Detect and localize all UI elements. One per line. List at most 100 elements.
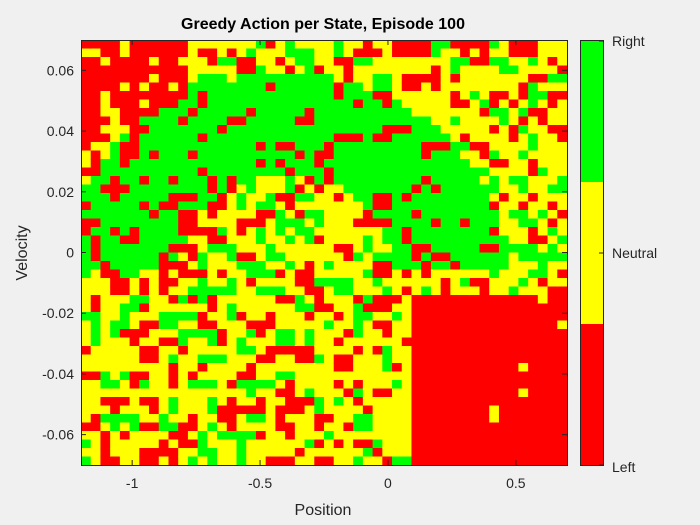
heatmap-cell [489, 286, 500, 296]
heatmap-cell [275, 193, 286, 203]
heatmap-cell [158, 244, 170, 254]
heatmap-cell [450, 235, 461, 245]
heatmap-cell [314, 125, 325, 135]
heatmap-cell [508, 303, 519, 313]
heatmap-cell [343, 380, 354, 390]
heatmap-cell [333, 380, 345, 390]
heatmap-cell [547, 99, 558, 109]
heatmap-cell [236, 380, 247, 390]
heatmap-cell [440, 57, 451, 67]
heatmap-cell [265, 388, 276, 398]
heatmap-cell [265, 116, 276, 126]
heatmap-cell [372, 167, 383, 177]
heatmap-cell [421, 210, 432, 220]
heatmap-cell [324, 269, 335, 279]
heatmap-cell [372, 82, 383, 92]
heatmap-cell [372, 40, 383, 50]
heatmap-cell [226, 320, 238, 330]
heatmap-cell [528, 201, 539, 211]
heatmap-cell [100, 125, 111, 135]
heatmap-cell [197, 57, 208, 67]
heatmap-cell [197, 312, 208, 322]
heatmap-cell [440, 91, 451, 101]
heatmap-cell [479, 99, 490, 109]
colorbar-label-right: Right [612, 33, 645, 49]
heatmap-cell [508, 388, 519, 398]
heatmap-cell [450, 227, 461, 237]
heatmap-cell [119, 346, 131, 356]
heatmap-cell [557, 337, 568, 347]
heatmap-cell [149, 40, 160, 50]
heatmap-cell [275, 286, 286, 296]
heatmap-cell [518, 405, 529, 415]
heatmap-cell [333, 74, 345, 84]
heatmap-cell [353, 252, 364, 262]
heatmap-cell [421, 397, 432, 407]
heatmap-cell [226, 142, 238, 152]
heatmap-cell [324, 218, 335, 228]
heatmap-cell [197, 286, 208, 296]
heatmap-cell [362, 252, 374, 262]
heatmap-cell [401, 116, 413, 126]
heatmap-cell [372, 108, 383, 118]
heatmap-cell [528, 65, 539, 75]
heatmap-cell [285, 125, 296, 135]
heatmap-cell [81, 184, 92, 194]
heatmap-cell [275, 116, 286, 126]
heatmap-cell [460, 167, 471, 177]
heatmap-cell [528, 269, 539, 279]
heatmap-cell [90, 235, 102, 245]
heatmap-cell [479, 439, 490, 449]
heatmap-cell [528, 252, 539, 262]
heatmap-cell [362, 397, 374, 407]
heatmap-cell [217, 227, 228, 237]
heatmap-cell [168, 448, 179, 458]
heatmap-cell [498, 159, 510, 169]
heatmap-cell [528, 57, 539, 67]
heatmap-cell [90, 108, 102, 118]
heatmap-cell [401, 176, 413, 186]
heatmap-cell [294, 235, 306, 245]
heatmap-cell [100, 244, 111, 254]
heatmap-cell [100, 363, 111, 373]
heatmap-cell [236, 159, 247, 169]
heatmap-cell [421, 371, 432, 381]
x-tick-label: -1 [126, 475, 139, 491]
heatmap-cell [294, 218, 306, 228]
heatmap-cell [119, 337, 131, 347]
heatmap-cell [469, 261, 481, 271]
heatmap-cell [528, 320, 539, 330]
heatmap-cell [119, 439, 131, 449]
heatmap-cell [518, 125, 529, 135]
heatmap-cell [362, 261, 374, 271]
heatmap-cell [353, 431, 364, 441]
heatmap-cell [110, 269, 121, 279]
heatmap-cell [265, 91, 276, 101]
heatmap-cell [246, 422, 257, 432]
heatmap-cell [421, 150, 432, 160]
heatmap-cell [236, 448, 247, 458]
heatmap-cell [217, 167, 228, 177]
heatmap-cell [168, 388, 179, 398]
heatmap-cell [362, 337, 374, 347]
heatmap-cell [421, 74, 432, 84]
heatmap-cell [168, 269, 179, 279]
heatmap-cell [100, 286, 111, 296]
heatmap-cell [158, 82, 170, 92]
heatmap-cell [178, 150, 189, 160]
heatmap-cell [236, 456, 247, 466]
heatmap-cell [139, 99, 150, 109]
y-tick-label: 0.02 [47, 184, 74, 200]
heatmap-cell [139, 456, 150, 466]
heatmap-cell [498, 414, 510, 424]
heatmap-cell [158, 218, 170, 228]
heatmap-cell [430, 269, 442, 279]
heatmap-cell [411, 99, 422, 109]
heatmap-cell [226, 354, 238, 364]
y-tick-label: -0.04 [42, 366, 74, 382]
heatmap-cell [226, 431, 238, 441]
heatmap-cell [489, 227, 500, 237]
heatmap-cell [265, 133, 276, 143]
heatmap-cell [90, 414, 102, 424]
heatmap-cell [382, 125, 393, 135]
